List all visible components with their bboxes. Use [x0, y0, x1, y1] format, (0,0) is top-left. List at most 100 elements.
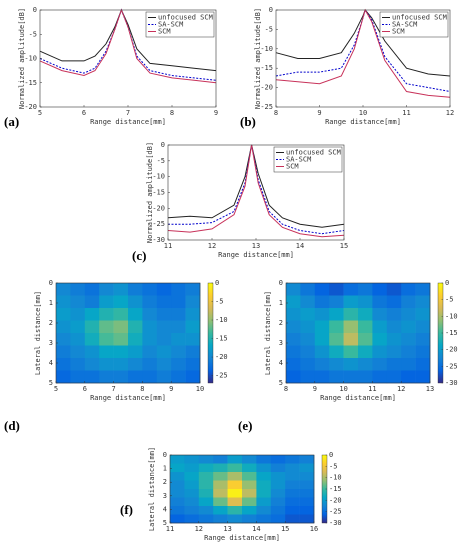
- heatmap-cell: [213, 472, 228, 481]
- heatmap-cell: [198, 472, 214, 481]
- heatmap-cell: [343, 283, 359, 296]
- x-tick-label: 14: [252, 525, 260, 533]
- heatmap-cell: [99, 320, 114, 334]
- y-axis-label: Normalized amplitude[dB]: [254, 8, 262, 109]
- x-tick-label: 11: [368, 385, 376, 393]
- y-axis-label: Normalized amplitude[dB]: [146, 142, 154, 243]
- heatmap-cell: [128, 345, 143, 359]
- heatmap-cell: [242, 455, 257, 464]
- heatmap-cell: [358, 345, 373, 359]
- legend-box: [379, 11, 449, 38]
- heatmap-cell: [142, 320, 158, 334]
- x-tick-label: 5: [54, 385, 58, 393]
- heatmap-cell: [242, 514, 257, 524]
- heatmap-cell: [113, 370, 129, 384]
- heatmap-cell: [213, 463, 228, 473]
- x-tick-label: 11: [164, 242, 172, 250]
- heatmap-cell: [256, 514, 272, 524]
- heatmap-cell: [70, 345, 86, 359]
- heatmap-cell: [198, 497, 214, 507]
- heatmap-cell: [84, 358, 100, 371]
- heatmap-cell: [213, 497, 228, 507]
- heatmap-cell: [128, 283, 143, 296]
- heatmap-cell: [156, 320, 172, 334]
- heatmap-cell: [184, 480, 200, 490]
- colorbar-tick-label: -15: [215, 335, 228, 343]
- heatmap-cell: [343, 308, 359, 321]
- heatmap-cell: [171, 345, 186, 359]
- heatmap-cell: [213, 514, 228, 524]
- heatmap-cell: [227, 480, 243, 490]
- heatmap-cell: [99, 370, 114, 384]
- axes-box: [285, 282, 431, 384]
- y-tick-label: 4: [279, 359, 283, 367]
- heatmap-cell: [299, 506, 315, 515]
- heatmap-cell: [142, 345, 158, 359]
- heatmap-cell: [198, 455, 214, 464]
- heatmap-cell: [415, 295, 431, 309]
- heatmap-cell: [170, 455, 185, 464]
- heatmap-cell: [128, 308, 143, 321]
- y-tick-label: 5: [49, 379, 53, 387]
- heatmap-cell: [185, 345, 201, 359]
- colorbar-tick-label: -20: [329, 496, 342, 504]
- heatmap-cell: [300, 308, 316, 321]
- legend-label: SA-SCM: [392, 21, 417, 29]
- y-tick-label: 0: [161, 141, 165, 149]
- heatmap-cell: [314, 308, 330, 321]
- heatmap-cell: [184, 455, 200, 464]
- heatmap-cell: [314, 333, 330, 346]
- heatmap-cell: [285, 506, 300, 515]
- heatmap-cell: [113, 308, 129, 321]
- heatmap-cell: [99, 295, 114, 309]
- heatmap-cell: [415, 308, 431, 321]
- x-tick-label: 9: [313, 385, 317, 393]
- heatmap-cell: [372, 345, 388, 359]
- y-tick-label: 2: [49, 319, 53, 327]
- heatmap-cell: [314, 283, 330, 296]
- heatmap-cell: [415, 345, 431, 359]
- heatmap-cell: [171, 308, 186, 321]
- heatmap-cell: [256, 497, 272, 507]
- heatmap-cell: [185, 283, 201, 296]
- colorbar-tick-label: -5: [445, 296, 453, 304]
- y-tick-label: -5: [157, 157, 165, 165]
- heatmap-cell: [113, 358, 129, 371]
- x-tick-label: 10: [359, 109, 367, 117]
- heatmap-cell: [285, 489, 300, 498]
- heatmap-cell: [386, 283, 402, 296]
- colorbar-tick-label: 0: [445, 279, 449, 287]
- heatmap-cell: [270, 506, 286, 515]
- heatmap-cell: [270, 489, 286, 498]
- heatmap-cell: [198, 480, 214, 490]
- y-tick-label: -25: [152, 220, 165, 228]
- heatmap-cell: [213, 506, 228, 515]
- x-tick-label: 9: [317, 109, 321, 117]
- legend-box: [273, 146, 343, 173]
- heatmap-cell: [185, 358, 201, 371]
- heatmap-cell: [128, 333, 143, 346]
- y-tick-label: 1: [279, 299, 283, 307]
- heatmap-cell: [299, 489, 315, 498]
- heatmap-cell: [227, 514, 243, 524]
- heatmap-cell: [386, 345, 402, 359]
- colorbar-tick-label: 0: [329, 451, 333, 459]
- panel-label: (e): [238, 418, 252, 433]
- panel-label: (f): [120, 502, 133, 517]
- heatmap-cell: [270, 472, 286, 481]
- heatmap-cell: [142, 308, 158, 321]
- y-tick-label: 4: [163, 505, 167, 513]
- heatmap-cell: [128, 320, 143, 334]
- heatmap-cell: [99, 345, 114, 359]
- legend-label: unfocused SCM: [286, 149, 341, 157]
- heatmap-cell: [329, 333, 344, 346]
- heatmap-cell: [113, 333, 129, 346]
- heatmap-cell: [299, 455, 315, 464]
- heatmap-cell: [56, 320, 71, 334]
- heatmap-cell: [286, 283, 301, 296]
- heatmap-cell: [70, 283, 86, 296]
- heatmap-cell: [56, 308, 71, 321]
- y-axis-label: Lateral distance[mm]: [148, 447, 156, 531]
- heatmap-cell: [184, 506, 200, 515]
